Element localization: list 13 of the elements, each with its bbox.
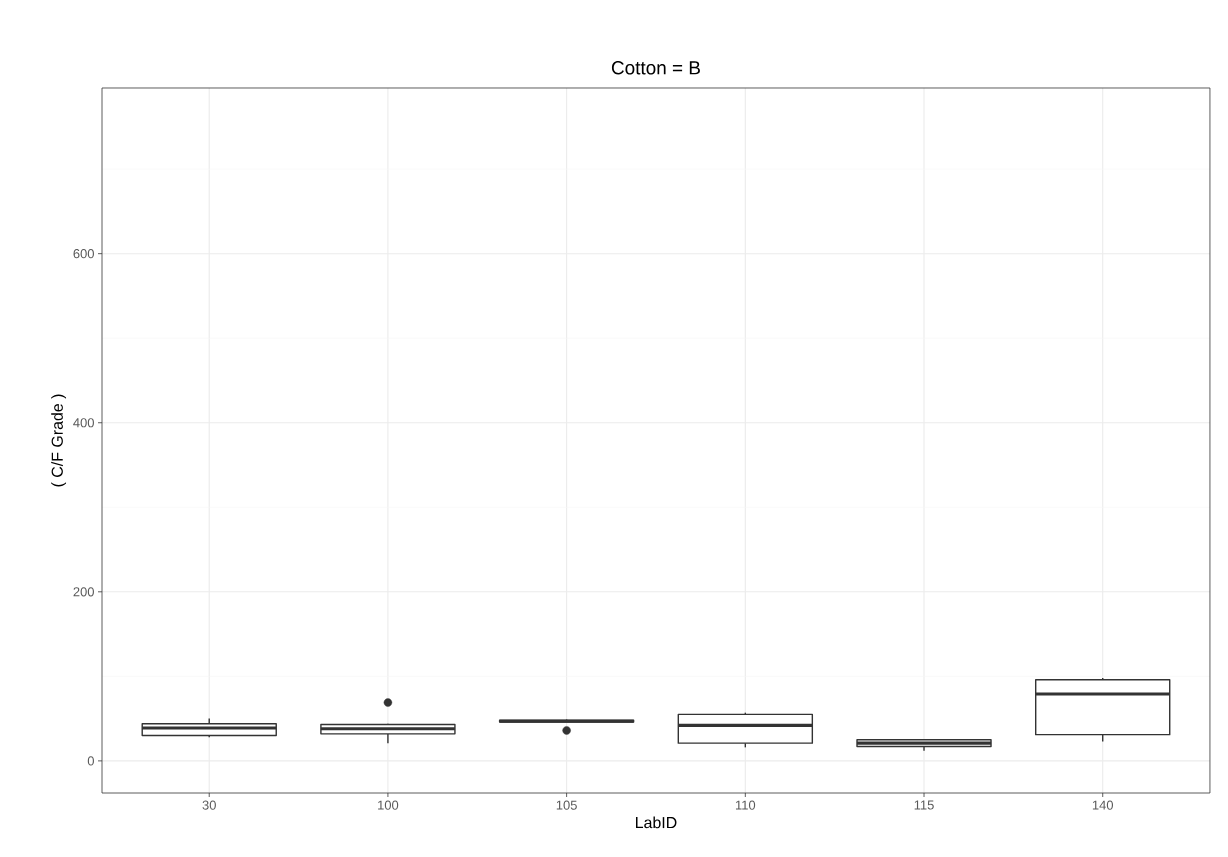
y-tick-label: 600 <box>73 249 94 259</box>
y-tick-label: 0 <box>87 756 94 766</box>
x-tick-label: 110 <box>735 800 756 810</box>
y-tick-label: 200 <box>73 587 94 597</box>
x-tick-label: 30 <box>202 800 216 810</box>
x-tick-label: 140 <box>1092 800 1114 810</box>
y-axis-title: ( C/F Grade ) <box>51 394 67 487</box>
chart-title: Cotton = B <box>611 61 700 75</box>
y-tick-label: 400 <box>73 418 94 428</box>
x-tick-label: 100 <box>378 800 399 810</box>
x-axis-title: LabID <box>636 816 677 829</box>
x-tick-label: 105 <box>556 800 577 810</box>
x-tick-label: 115 <box>914 800 934 810</box>
